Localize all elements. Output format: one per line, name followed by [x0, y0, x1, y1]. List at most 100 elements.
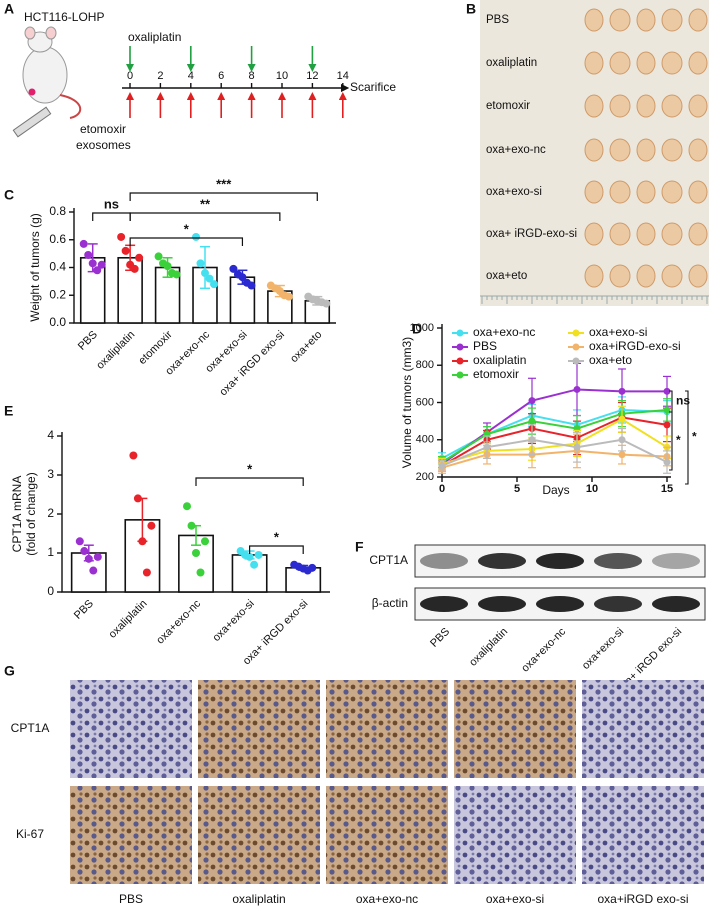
legend-label: oxaliplatin	[473, 353, 526, 367]
tumor	[636, 8, 656, 32]
data-point	[663, 421, 671, 429]
tumor	[584, 8, 604, 32]
data-point	[97, 260, 106, 269]
timeline-label: 6	[218, 70, 224, 82]
blot-band	[536, 553, 584, 569]
panel-letter: D	[412, 321, 422, 337]
tumor	[609, 94, 631, 118]
column-label: oxaliplatin	[232, 892, 285, 906]
x-tick-label: oxaliplatin	[94, 329, 137, 372]
tumor	[688, 222, 708, 246]
data-point	[528, 397, 536, 405]
data-point	[201, 537, 209, 546]
series-line	[441, 408, 668, 463]
y-tick-label: 1	[47, 545, 54, 559]
tumor	[688, 180, 708, 204]
series-line	[441, 388, 667, 465]
tumor	[636, 94, 656, 118]
y-tick-label: 3	[47, 467, 54, 481]
legend-swatch	[572, 357, 580, 365]
significance-bracket	[129, 192, 318, 201]
data-point	[210, 280, 218, 289]
row-label: oxa+eto	[486, 270, 527, 282]
tumor	[609, 180, 631, 204]
lane-label: oxa+exo-nc	[519, 625, 568, 674]
column-label: oxa+exo-nc	[356, 892, 418, 906]
drug-label: etomoxir	[80, 122, 126, 136]
tumor	[688, 264, 708, 288]
tumor	[661, 8, 683, 32]
significance-bracket	[249, 545, 304, 554]
row-label: etomoxir	[486, 100, 530, 112]
blot-band	[594, 553, 642, 569]
data-point	[142, 568, 151, 577]
band-label: CPT1A	[369, 553, 408, 567]
timeline-label: 4	[188, 70, 194, 82]
panel-letter: A	[4, 1, 14, 17]
data-point	[573, 443, 581, 451]
panel-letter: F	[355, 539, 364, 555]
legend-swatch	[572, 343, 580, 351]
y-tick-label: 0	[47, 584, 54, 598]
micrograph	[70, 680, 192, 778]
micrograph	[198, 786, 320, 884]
tumor	[688, 94, 708, 118]
tumor	[661, 180, 683, 204]
band-label: β-actin	[372, 596, 408, 610]
tumor	[584, 94, 604, 118]
tumor	[609, 51, 631, 75]
significance-bracket	[669, 411, 673, 471]
x-tick-label: etomoxir	[136, 328, 175, 367]
legend-label: oxa+eto	[589, 353, 632, 367]
panel-letter: E	[4, 403, 13, 419]
tumor	[688, 138, 708, 162]
row-label: PBS	[486, 14, 509, 26]
tumor	[584, 264, 604, 288]
series-line	[441, 416, 668, 467]
lane-label: oxa+exo-si	[580, 626, 626, 672]
data-point	[322, 299, 331, 308]
tumor	[609, 138, 631, 162]
data-point	[284, 292, 293, 301]
timeline-label: 8	[249, 70, 255, 82]
column-label: oxa+iRGD exo-si	[597, 892, 688, 906]
data-point	[663, 387, 671, 395]
blot-band	[420, 596, 468, 612]
y-tick-label: 800	[416, 359, 434, 371]
y-axis-label: Weight of tumors (g)	[28, 213, 42, 321]
significance-label: *	[247, 461, 253, 476]
tumor	[688, 51, 708, 75]
data-point	[618, 436, 626, 444]
row-label: CPT1A	[11, 721, 50, 735]
legend-swatch	[456, 357, 464, 365]
data-point	[121, 246, 130, 255]
row-label: Ki-67	[16, 827, 44, 841]
x-axis-label: Days	[542, 483, 569, 497]
y-tick-label: 1000	[410, 322, 434, 334]
x-tick-label: PBS	[72, 598, 96, 622]
data-point	[183, 502, 191, 511]
row-label: oxa+ iRGD-exo-si	[486, 228, 577, 240]
legend-swatch	[572, 329, 580, 337]
tumor	[661, 264, 683, 288]
x-tick-label: 15	[661, 483, 673, 495]
significance-bracket	[195, 477, 304, 486]
timeline-label: 0	[127, 70, 133, 82]
mouse-illustration	[12, 26, 82, 138]
data-point	[80, 547, 89, 556]
panel-letter: C	[4, 187, 14, 203]
significance-label: **	[200, 196, 211, 211]
timeline-label: 14	[337, 70, 349, 82]
legend-label: oxa+iRGD-exo-si	[589, 339, 681, 353]
blot-band	[420, 553, 468, 569]
lane-label: oxaliplatin	[467, 626, 510, 669]
row-label: oxaliplatin	[486, 57, 537, 69]
data-point	[192, 232, 200, 241]
x-tick-label: 0	[439, 483, 445, 495]
tumor	[584, 138, 604, 162]
significance-bracket	[685, 390, 689, 485]
blot-band	[652, 553, 700, 569]
tumor	[636, 180, 656, 204]
significance-bracket	[129, 212, 281, 221]
